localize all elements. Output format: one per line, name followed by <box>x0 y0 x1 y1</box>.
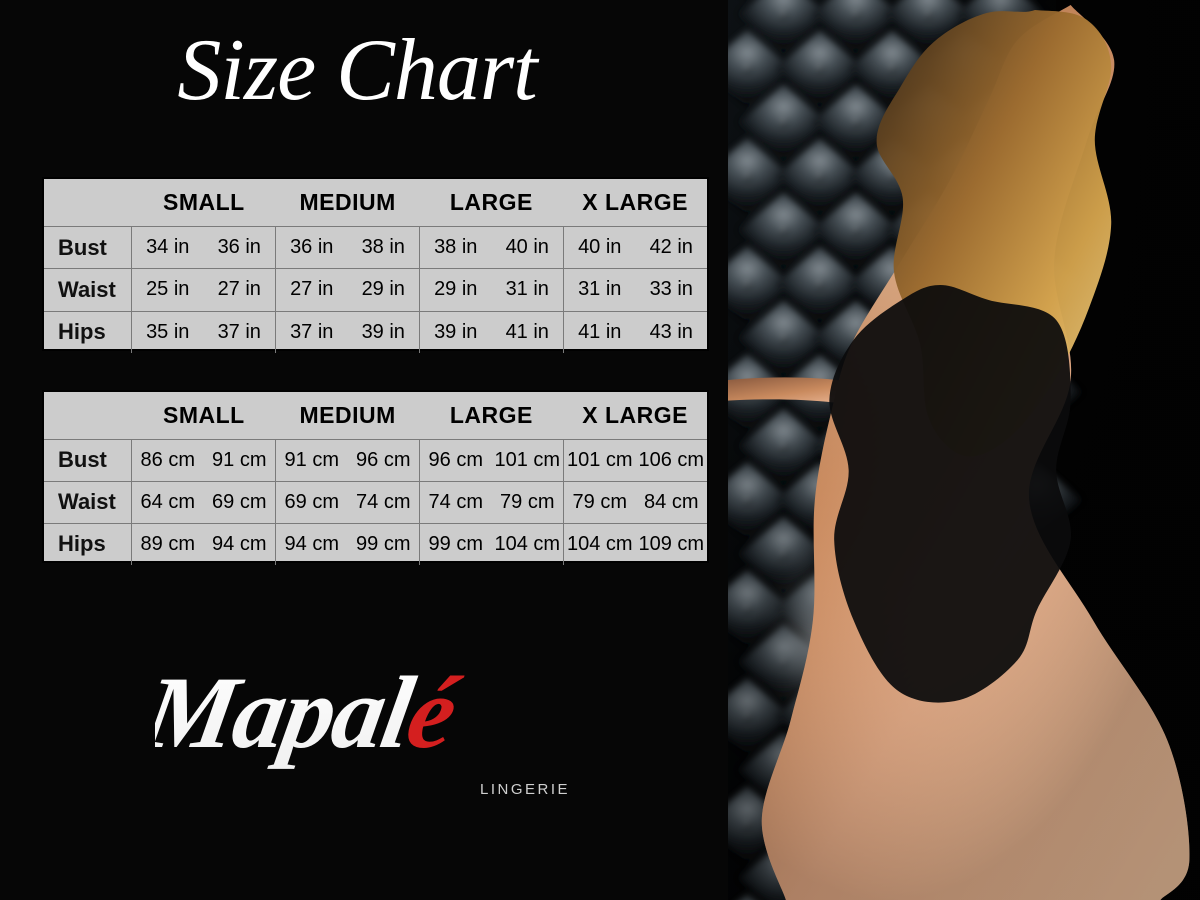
svg-text:Mapal: Mapal <box>155 657 422 770</box>
